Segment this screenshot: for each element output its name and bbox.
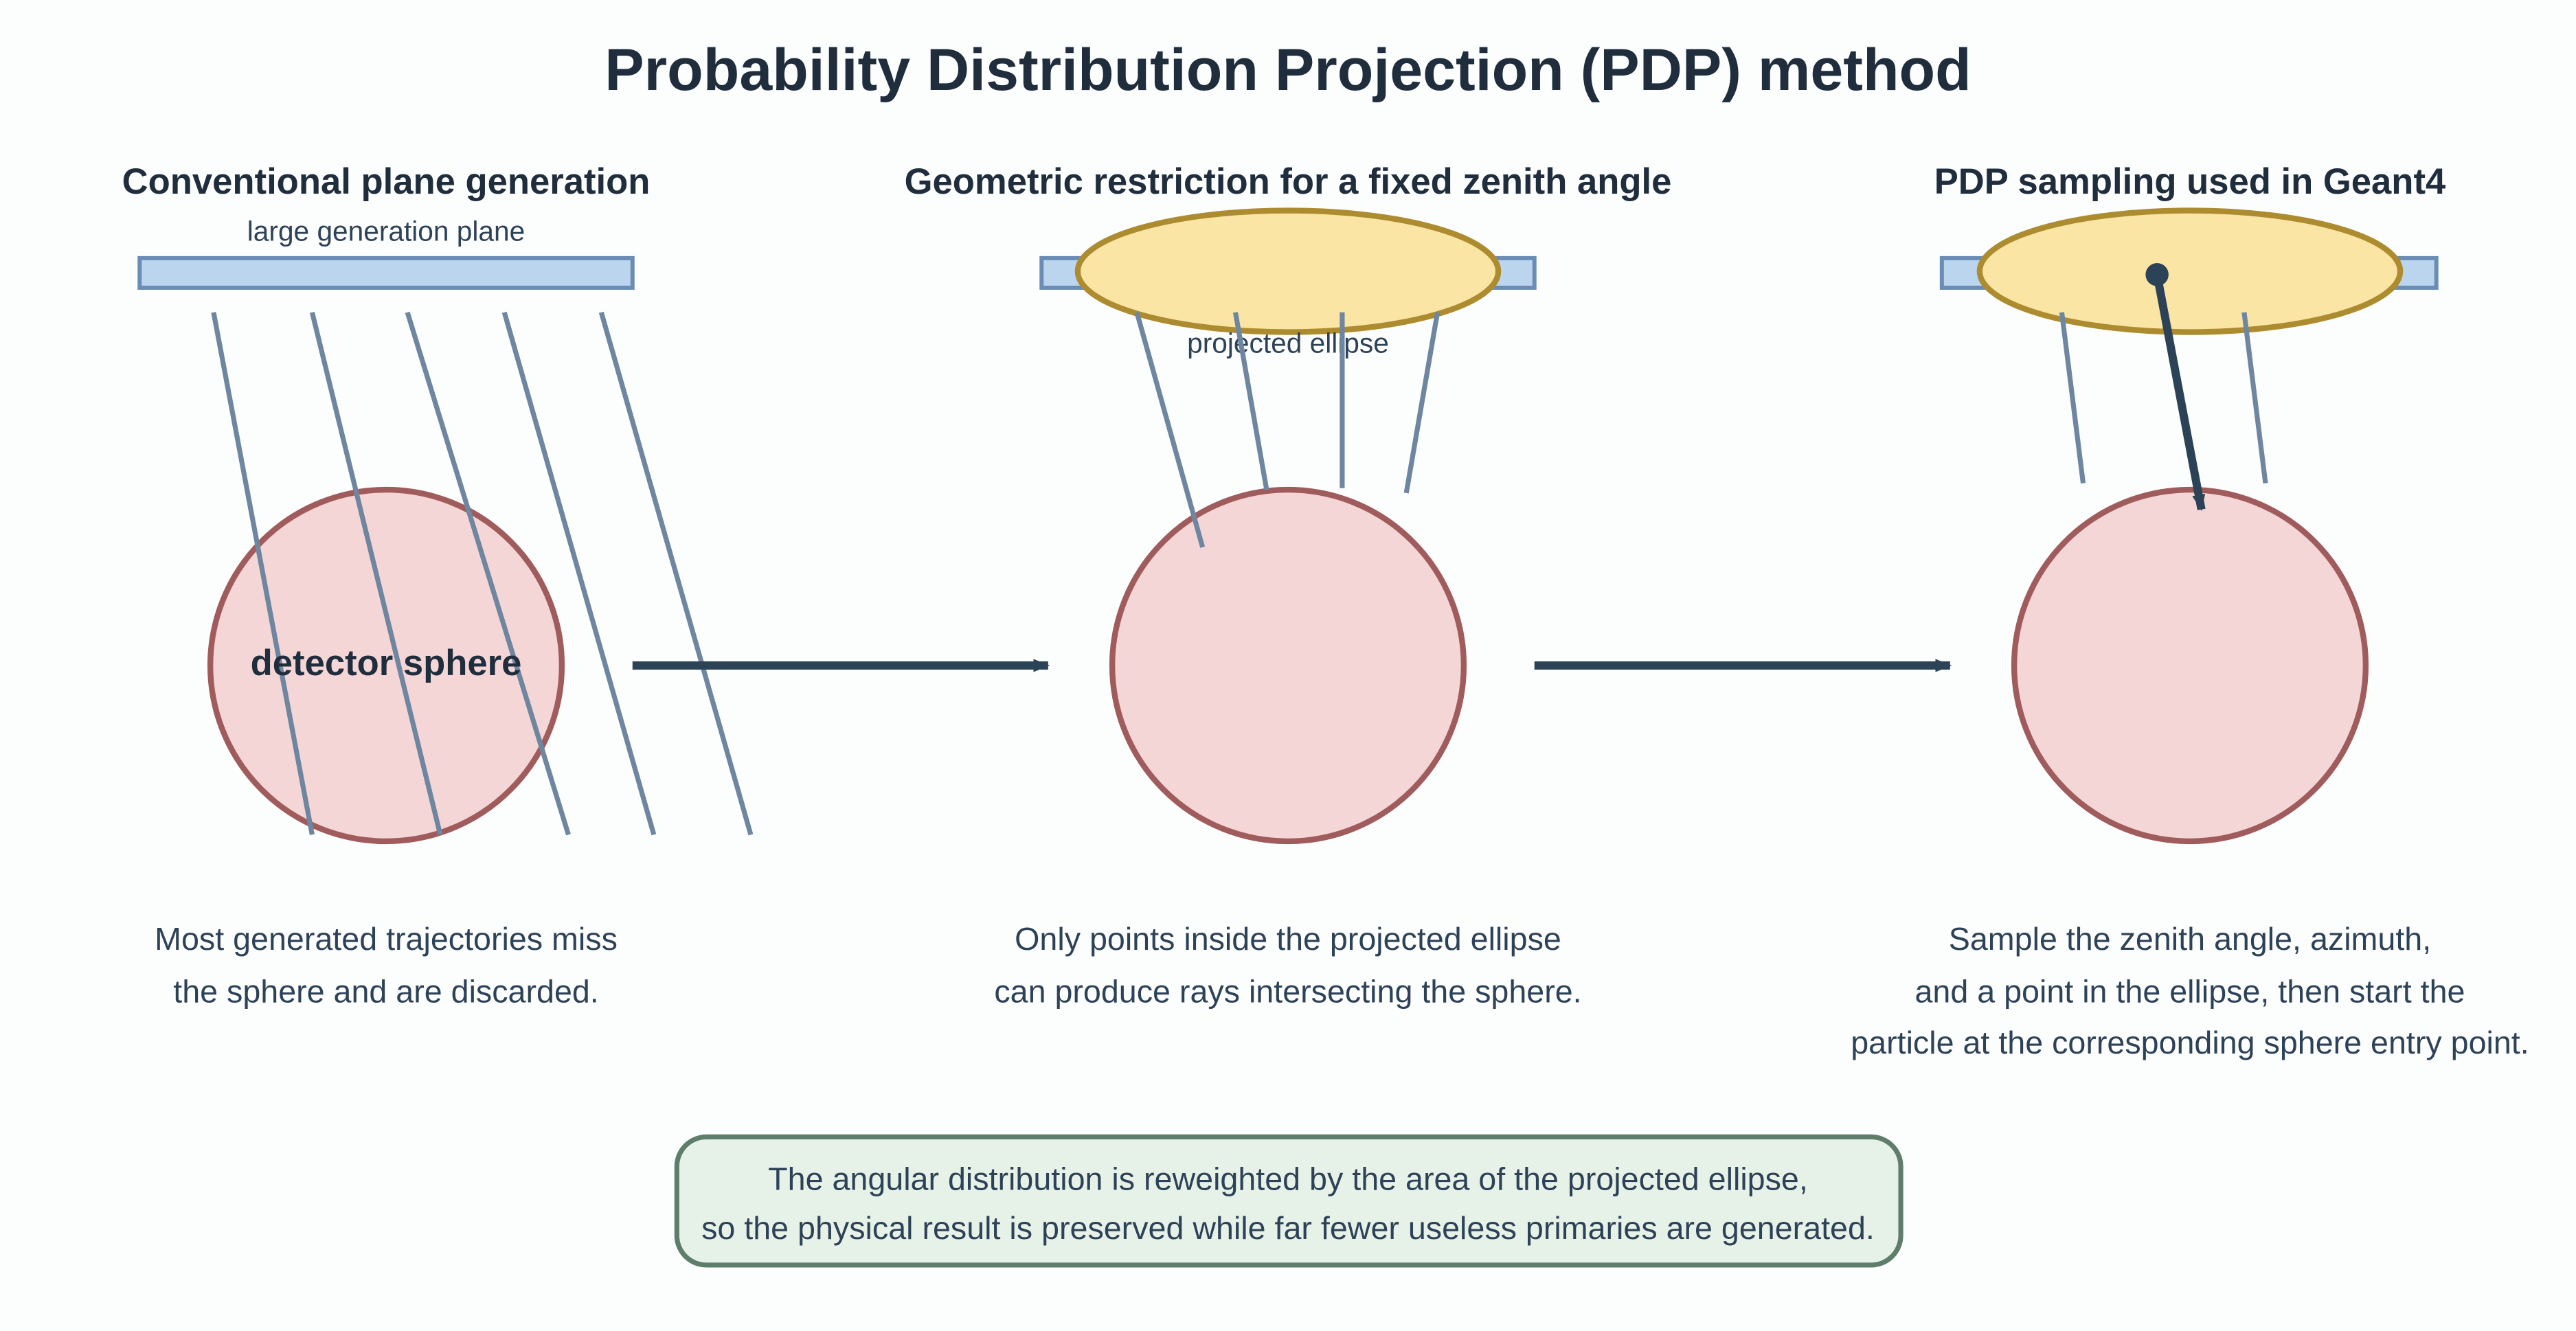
rays — [1134, 311, 1440, 548]
note-box — [674, 1134, 1903, 1268]
note-text: The angular distribution is reweighted b… — [768, 1161, 1808, 1196]
rays — [2059, 312, 2268, 484]
entry-arrow — [2153, 273, 2206, 512]
caption: Most generated trajectories miss — [155, 921, 618, 957]
detector-sphere — [2011, 486, 2369, 845]
panel-heading: Geometric restriction for a fixed zenith… — [905, 161, 1672, 202]
sample-point — [2145, 263, 2169, 286]
projected-ellipse — [1976, 207, 2404, 335]
caption: the sphere and are discarded. — [173, 974, 599, 1010]
sphere-label: detector sphere — [251, 643, 522, 683]
generation-plane — [137, 255, 635, 290]
caption: Sample the zenith angle, azimuth, — [1949, 921, 2431, 957]
note-text: so the physical result is preserved whil… — [701, 1210, 1875, 1246]
title: Probability Distribution Projection (PDP… — [605, 37, 1971, 103]
caption: can produce rays intersecting the sphere… — [994, 974, 1581, 1010]
projected-ellipse — [1074, 207, 1502, 335]
plane-label: large generation plane — [247, 216, 525, 247]
ellipse-label: projected ellipse — [1187, 327, 1389, 359]
rays — [211, 311, 754, 836]
caption: Only points inside the projected ellipse — [1015, 921, 1561, 957]
caption: particle at the corresponding sphere ent… — [1851, 1025, 2529, 1060]
panel-heading: Conventional plane generation — [122, 161, 651, 202]
panel-heading: PDP sampling used in Geant4 — [1934, 161, 2446, 202]
caption: and a point in the ellipse, then start t… — [1915, 974, 2465, 1010]
detector-sphere — [1109, 486, 1467, 845]
